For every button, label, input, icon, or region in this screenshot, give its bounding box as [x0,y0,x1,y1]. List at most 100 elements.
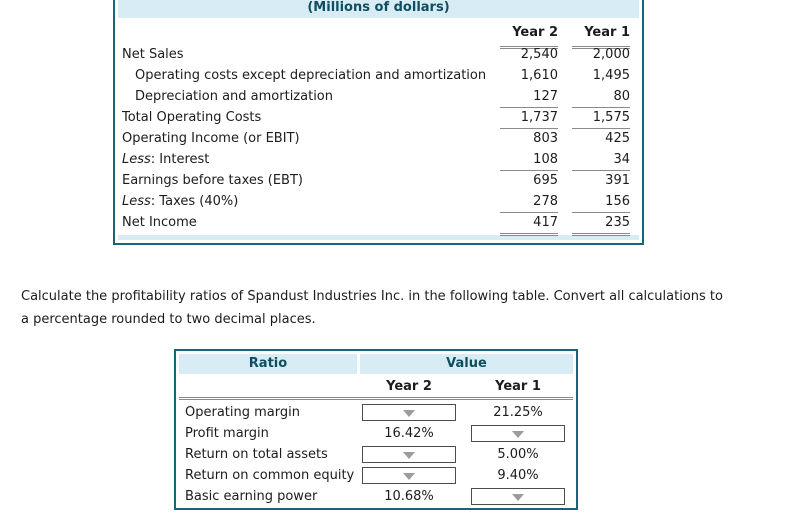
column-gap [558,170,572,191]
year2-value: 695 [533,173,558,188]
income-statement-row: Operating costs except depreciation and … [122,65,630,86]
income-statement-row: Net Sales 2,540 2,000 [122,44,630,65]
ratio-label: Operating margin [185,405,300,420]
year1-value: 9.40% [497,468,539,483]
ratio-row: Operating margin 21.25% [179,402,573,423]
ratio-row: Profit margin 16.42% [179,423,573,444]
column-gap [558,128,572,149]
ratio-label: Profit margin [185,426,269,441]
income-statement-row: Earnings before taxes (EBT) 695 391 [122,170,630,191]
row-label: Total Operating Costs [122,110,262,125]
instruction-text: Calculate the profitability ratios of Sp… [21,289,723,327]
year2-value: 417 [500,212,558,236]
ratio-row: Return on common equity 9.40% [179,465,573,486]
year1-cell: 9.40% [463,465,573,486]
col-header-year2: Year 2 [500,20,558,49]
row-label: Operating Income (or EBIT) [122,131,300,146]
dropdown-arrow-icon [512,493,524,501]
row-label: Depreciation and amortization [135,89,333,104]
year2-value: 1,737 [500,107,558,129]
year2-value: 2,540 [520,47,558,62]
year1-value: 34 [572,149,630,171]
column-gap [558,86,572,108]
value-column-header: Value [360,354,573,374]
year1-value: 2,000 [592,47,630,62]
income-statement-row: Total Operating Costs 1,737 1,575 [122,107,630,129]
year2-cell [355,465,463,486]
year1-dropdown[interactable] [471,488,565,505]
ratio-label: Return on common equity [185,468,355,483]
row-label: Operating costs except depreciation and … [135,68,487,83]
year2-value: 127 [500,86,558,108]
year1-cell: 5.00% [463,444,573,465]
year2-value: 803 [533,131,558,146]
income-statement-row: Less: Interest 108 34 [122,149,630,171]
row-label: Less: Interest [122,152,210,167]
income-statement-header-row: Year 2 Year 1 [122,20,630,49]
dropdown-arrow-icon [403,451,415,459]
column-gap [558,212,572,236]
income-statement-rows: Net Sales 2,540 2,000 Operating costs excep… [122,44,630,236]
income-statement-body: Year 2 Year 1 Net Sales 2,540 2,000 Operati… [118,18,639,236]
year1-cell: 21.25% [463,402,573,423]
column-gap [558,65,572,86]
year2-value: 10.68% [384,489,434,504]
year2-cell: 10.68% [355,486,463,507]
row-label: Net Income [122,215,197,230]
ratio-label: Basic earning power [185,489,318,504]
col-header-year1: Year 1 [572,20,630,49]
ratio-column-header: Ratio [179,354,357,374]
ratio-table: Ratio Value Year 2 Year 1 Operating marg… [174,349,578,510]
income-statement-table: (Millions of dollars) Year 2 Year 1 Net … [113,0,644,245]
dropdown-arrow-icon [403,409,415,417]
year2-cell [355,402,463,423]
year2-cell [355,444,463,465]
year1-value: 235 [572,212,630,236]
year1-value: 5.00% [497,447,539,462]
income-statement-title: (Millions of dollars) [118,0,639,18]
row-label-italic-prefix: Less [122,194,151,209]
ratio-table-year-header-row: Year 2 Year 1 [179,376,573,400]
year1-header: Year 1 [495,379,541,394]
row-label: Less: Taxes (40%) [122,194,239,209]
ratio-label: Return on total assets [185,447,328,462]
year2-value: 278 [500,191,558,213]
year1-value: 1,495 [592,68,630,83]
column-gap [558,191,572,213]
year1-value: 1,575 [572,107,630,129]
year1-value: 21.25% [493,405,543,420]
ratio-row: Basic earning power 10.68% [179,486,573,507]
column-gap [558,44,572,65]
row-label: Earnings before taxes (EBT) [122,173,303,188]
year1-cell [463,486,573,507]
ratio-table-rows: Operating margin 21.25% Profit margin 16.42… [179,402,573,507]
year1-cell [463,423,573,444]
year2-value: 108 [500,149,558,171]
year1-value: 156 [572,191,630,213]
year2-dropdown[interactable] [362,467,456,484]
year2-dropdown[interactable] [362,404,456,421]
year2-header: Year 2 [386,379,432,394]
year2-value: 16.42% [384,426,434,441]
income-statement-row: Depreciation and amortization 127 80 [122,86,630,108]
year1-dropdown[interactable] [471,425,565,442]
ratio-table-header-row: Ratio Value [179,354,573,374]
row-label-italic-prefix: Less [122,152,151,167]
column-gap [558,149,572,171]
row-label: Net Sales [122,47,184,62]
year1-value: 391 [605,173,630,188]
year2-cell: 16.42% [355,423,463,444]
year1-value: 425 [605,131,630,146]
income-statement-row: Operating Income (or EBIT) 803 425 [122,128,630,149]
income-statement-footer-band [118,235,639,240]
income-statement-row: Net Income 417 235 [122,212,630,236]
dropdown-arrow-icon [512,430,524,438]
dropdown-arrow-icon [403,472,415,480]
ratio-row: Return on total assets 5.00% [179,444,573,465]
income-statement-row: Less: Taxes (40%) 278 156 [122,191,630,213]
year1-value: 80 [572,86,630,108]
year2-value: 1,610 [520,68,558,83]
year2-dropdown[interactable] [362,446,456,463]
subheader-spacer [179,376,355,397]
